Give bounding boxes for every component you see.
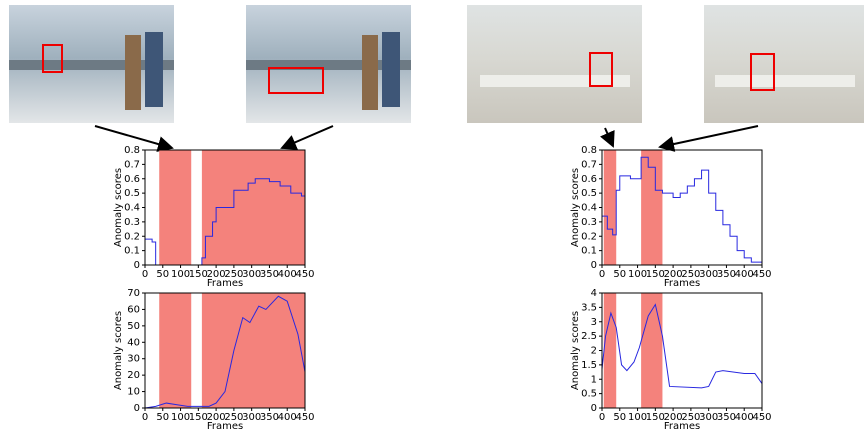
arrow <box>660 126 758 147</box>
x-tick-label: 450 <box>295 269 314 280</box>
x-tick-label: 450 <box>752 412 771 423</box>
y-tick-label: 60 <box>127 304 140 315</box>
y-axis-label: Anomaly scores <box>570 311 581 390</box>
x-tick-label: 350 <box>717 269 736 280</box>
y-tick-label: 0.5 <box>124 188 140 199</box>
y-tick-label: 0 <box>134 260 140 271</box>
x-tick-label: 0 <box>599 412 605 423</box>
y-tick-label: 0.6 <box>124 174 140 185</box>
x-tick-label: 350 <box>717 412 736 423</box>
image-detail <box>715 75 855 87</box>
x-tick-label: 450 <box>295 412 314 423</box>
x-tick-label: 450 <box>752 269 771 280</box>
anomaly-region <box>604 293 616 408</box>
y-tick-label: 1.5 <box>581 360 597 371</box>
y-tick-label: 0.7 <box>124 159 140 170</box>
y-tick-label: 3.5 <box>581 302 597 313</box>
image-detail <box>362 35 378 110</box>
x-tick-label: 150 <box>189 412 208 423</box>
x-tick-label: 100 <box>171 412 190 423</box>
y-tick-label: 0 <box>591 403 597 414</box>
y-tick-label: 0.7 <box>581 159 597 170</box>
anomaly-region <box>604 150 616 265</box>
x-tick-label: 350 <box>260 269 279 280</box>
image-detail <box>382 32 400 107</box>
x-tick-label: 300 <box>699 412 718 423</box>
y-tick-label: 0.4 <box>581 203 597 214</box>
y-tick-label: 0.8 <box>581 145 597 156</box>
x-tick-label: 300 <box>242 412 261 423</box>
y-tick-label: 40 <box>127 337 140 348</box>
y-tick-label: 2 <box>591 346 597 357</box>
y-axis-label: Anomaly scores <box>570 168 581 247</box>
anomaly-region <box>159 150 191 265</box>
x-tick-label: 100 <box>628 269 647 280</box>
y-tick-label: 10 <box>127 387 140 398</box>
y-tick-label: 0.1 <box>581 246 597 257</box>
image-detail <box>145 32 163 107</box>
image-detail <box>125 35 141 110</box>
y-tick-label: 4 <box>591 288 597 299</box>
x-tick-label: 150 <box>189 269 208 280</box>
y-tick-label: 0.5 <box>581 389 597 400</box>
x-tick-label: 0 <box>599 269 605 280</box>
x-tick-label: 50 <box>613 412 626 423</box>
y-tick-label: 0 <box>591 260 597 271</box>
y-tick-label: 20 <box>127 370 140 381</box>
plot-frame <box>602 293 762 408</box>
y-axis-label: Anomaly scores <box>113 168 124 247</box>
y-axis-label: Anomaly scores <box>113 311 124 390</box>
y-tick-label: 0.1 <box>124 246 140 257</box>
x-tick-label: 400 <box>278 269 297 280</box>
y-tick-label: 2.5 <box>581 331 597 342</box>
score-line <box>602 157 762 262</box>
y-tick-label: 3 <box>591 317 597 328</box>
x-tick-label: 350 <box>260 412 279 423</box>
x-tick-label: 400 <box>735 269 754 280</box>
y-tick-label: 30 <box>127 354 140 365</box>
y-tick-label: 0.2 <box>124 231 140 242</box>
y-tick-label: 1 <box>591 374 597 385</box>
y-tick-label: 0.3 <box>581 217 597 228</box>
figure: 00.10.20.30.40.50.60.70.8050100150200250… <box>0 0 868 435</box>
x-tick-label: 300 <box>242 269 261 280</box>
y-tick-label: 70 <box>127 288 140 299</box>
y-tick-label: 0 <box>134 403 140 414</box>
x-tick-label: 50 <box>613 269 626 280</box>
plot-frame <box>602 150 762 265</box>
arrows <box>95 126 758 148</box>
y-tick-label: 0.6 <box>581 174 597 185</box>
score-line <box>602 305 762 388</box>
x-tick-label: 400 <box>735 412 754 423</box>
x-axis-label: Frames <box>207 278 243 289</box>
y-tick-label: 50 <box>127 321 140 332</box>
x-tick-label: 50 <box>156 412 169 423</box>
image <box>704 5 864 123</box>
x-tick-label: 50 <box>156 269 169 280</box>
x-tick-label: 0 <box>142 412 148 423</box>
y-tick-label: 0.4 <box>124 203 140 214</box>
x-tick-label: 100 <box>171 269 190 280</box>
image <box>467 5 642 123</box>
x-axis-label: Frames <box>664 421 700 432</box>
y-tick-label: 0.8 <box>124 145 140 156</box>
x-tick-label: 300 <box>699 269 718 280</box>
x-tick-label: 0 <box>142 269 148 280</box>
anomaly-region <box>159 293 191 408</box>
y-tick-label: 0.3 <box>124 217 140 228</box>
x-axis-label: Frames <box>207 421 243 432</box>
y-tick-label: 0.2 <box>581 231 597 242</box>
x-tick-label: 150 <box>646 412 665 423</box>
x-tick-label: 100 <box>628 412 647 423</box>
x-tick-label: 400 <box>278 412 297 423</box>
x-axis-label: Frames <box>664 278 700 289</box>
arrow <box>282 126 333 148</box>
y-tick-label: 0.5 <box>581 188 597 199</box>
anomaly-region <box>202 293 305 408</box>
scene-images <box>9 5 864 123</box>
arrow <box>605 128 613 146</box>
x-tick-label: 150 <box>646 269 665 280</box>
